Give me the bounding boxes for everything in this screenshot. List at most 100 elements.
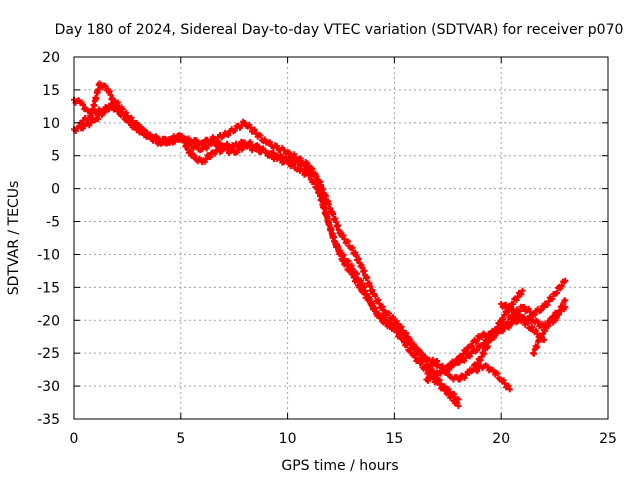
data-point-cluster [544, 315, 555, 329]
data-point-cluster [510, 289, 525, 307]
data-point-cluster [200, 132, 225, 147]
y-tick-label: -25 [37, 346, 60, 362]
data-point-cluster [490, 368, 503, 383]
x-tick-label: 0 [70, 431, 79, 447]
data-point-cluster [499, 320, 514, 335]
data-point-cluster [477, 337, 493, 364]
data-point-cluster [550, 308, 563, 320]
data-point-cluster [456, 344, 471, 361]
data-point-cluster [446, 391, 461, 407]
data-point-cluster [341, 259, 354, 276]
y-tick-label: 0 [51, 182, 60, 198]
y-tick-label: 5 [51, 149, 60, 165]
data-point-cluster [474, 362, 486, 375]
data-point-cluster [409, 350, 422, 364]
y-tick-label: -15 [37, 280, 60, 296]
data-point-cluster [482, 362, 494, 374]
data-point-cluster [414, 348, 429, 362]
plot-frame [73, 56, 609, 420]
data-point-cluster [332, 239, 346, 264]
data-point-cluster [431, 370, 439, 377]
data-point-cluster [403, 330, 418, 351]
data-point-cluster [520, 319, 535, 332]
data-point-cluster [328, 208, 344, 237]
y-tick-label: 10 [42, 116, 60, 132]
data-point-cluster [467, 333, 482, 350]
series-track-c [77, 80, 441, 370]
grid [74, 57, 608, 419]
data-point-cluster [499, 301, 514, 314]
x-axis-label: GPS time / hours [281, 458, 398, 474]
data-point-cluster [275, 154, 289, 166]
y-tick-label: 15 [42, 83, 60, 99]
data-point-cluster [265, 139, 289, 157]
data-point-cluster [418, 359, 431, 377]
data-point-cluster [106, 88, 119, 110]
data-point-cluster [457, 368, 471, 383]
y-tick-label: 20 [42, 50, 60, 66]
data-point-cluster [371, 291, 386, 311]
data-point-cluster [448, 374, 460, 383]
y-axis-label: SDTVAR / TECUs [6, 181, 22, 296]
data-point-cluster [72, 97, 82, 106]
data-point-cluster [115, 106, 140, 133]
data-point-cluster [531, 303, 546, 318]
axis-ticks [73, 56, 609, 420]
data-point-cluster [211, 139, 225, 151]
data-point-cluster [254, 145, 268, 156]
data-point-cluster [179, 135, 204, 147]
y-tick-label: -5 [46, 215, 60, 231]
data-point-cluster [401, 339, 414, 355]
series-track-g [444, 297, 569, 371]
data-points [71, 80, 569, 409]
data-point-cluster [296, 165, 311, 178]
x-tick-label: 10 [279, 431, 297, 447]
data-point-cluster [521, 304, 535, 318]
data-point-cluster [232, 144, 247, 156]
data-point-cluster [307, 172, 320, 192]
data-point-cluster [72, 122, 86, 134]
data-point-cluster [478, 330, 492, 341]
data-point-cluster [425, 372, 435, 384]
x-tick-label: 5 [176, 431, 185, 447]
series-track-f [472, 362, 513, 393]
y-tick-label: -35 [37, 412, 60, 428]
data-point-cluster [78, 112, 93, 128]
data-point-cluster [499, 377, 512, 391]
data-point-cluster [243, 141, 257, 154]
data-point-cluster [446, 356, 460, 371]
data-point-cluster [78, 99, 89, 113]
data-point-cluster [190, 142, 204, 153]
data-point-cluster [222, 144, 236, 156]
data-point-cluster [382, 308, 397, 323]
x-tick-label: 15 [385, 431, 403, 447]
data-point-cluster [552, 278, 568, 297]
data-point-cluster [559, 304, 567, 313]
data-point-cluster [200, 150, 215, 165]
data-point-cluster [243, 121, 268, 145]
data-point-cluster [317, 178, 333, 212]
tick-labels: 0 5 10 15 20 25 20 15 10 5 0 -5 -10 -15 -20 -25 -30 -35 [37, 50, 617, 447]
data-point-cluster [431, 358, 443, 370]
y-tick-label: -20 [37, 313, 60, 329]
data-point-cluster [136, 127, 161, 147]
data-point-cluster [392, 318, 407, 338]
data-point-cluster [392, 326, 405, 342]
data-point-cluster [349, 270, 363, 291]
x-tick-label: 20 [492, 431, 510, 447]
data-point-cluster [489, 326, 503, 337]
x-tick-label: 25 [599, 431, 617, 447]
data-point-cluster [384, 319, 397, 332]
data-point-cluster [531, 327, 546, 343]
y-tick-label: -10 [37, 247, 60, 263]
series-track-i [498, 300, 547, 344]
y-tick-label: -30 [37, 379, 60, 395]
data-point-cluster [358, 287, 371, 301]
data-point-cluster [315, 189, 329, 217]
data-point-cluster [158, 134, 182, 147]
data-point-cluster [83, 116, 97, 129]
data-point-cluster [375, 310, 388, 322]
data-point-cluster [211, 146, 225, 157]
